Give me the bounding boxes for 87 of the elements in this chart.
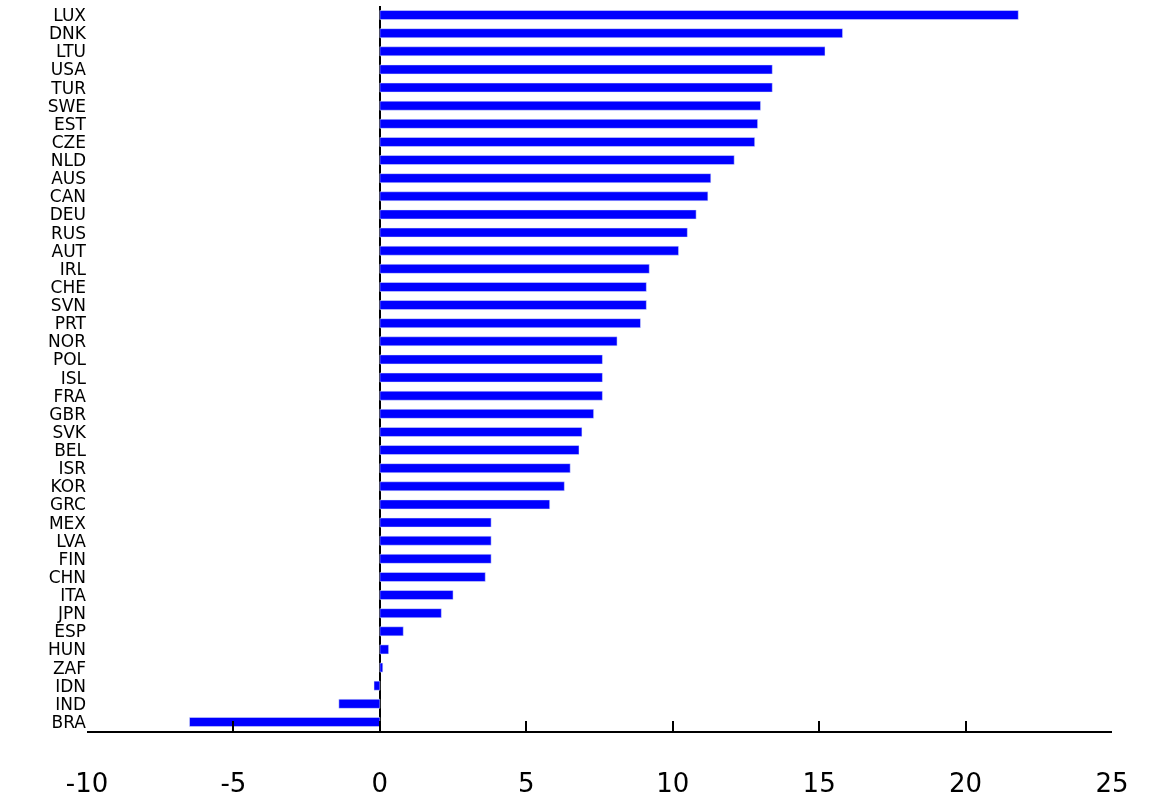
bar: [379, 245, 679, 256]
x-tick-label: 25: [1095, 768, 1129, 799]
y-tick-label: LTU: [56, 41, 86, 62]
y-tick-label: SVK: [52, 421, 87, 442]
bar: [379, 535, 492, 546]
y-tick-label: TUR: [50, 77, 87, 98]
y-tick-label: GBR: [49, 403, 87, 424]
bar: [379, 209, 697, 220]
y-tick-label: MEX: [48, 512, 87, 533]
y-tick-label: CAN: [49, 186, 86, 207]
bar: [379, 227, 688, 238]
bar: [379, 82, 773, 93]
bar: [379, 28, 843, 38]
bar: [379, 46, 826, 57]
bar: [373, 680, 381, 691]
x-tick-label: 10: [656, 768, 690, 799]
x-tick-label: -10: [65, 768, 109, 799]
x-tick-label: 20: [949, 768, 983, 799]
bar: [338, 699, 381, 709]
bar: [379, 264, 650, 274]
y-tick-label: ISR: [58, 458, 87, 479]
bar: [379, 354, 603, 365]
y-tick-label: AUS: [51, 168, 86, 189]
y-tick-label: FRA: [53, 385, 87, 406]
bar: [379, 409, 594, 419]
y-tick-label: ZAF: [52, 657, 86, 678]
x-tick-label: 15: [802, 768, 836, 799]
y-tick-label: EST: [54, 113, 87, 134]
bar: [379, 445, 580, 455]
bar: [379, 282, 647, 292]
bar: [379, 318, 641, 328]
bar: [379, 572, 486, 582]
x-tick-label: 0: [371, 768, 389, 799]
bar: [379, 64, 773, 75]
y-tick-label: IRL: [59, 258, 87, 279]
bar: [379, 662, 384, 673]
y-tick-label: DEU: [49, 204, 86, 225]
bar: [379, 173, 712, 183]
y-tick-label: IDN: [55, 675, 86, 696]
bar: [379, 390, 603, 401]
y-tick-label: PRT: [54, 313, 87, 334]
x-tick-label: 5: [518, 768, 535, 799]
y-tick-label: BEL: [54, 440, 87, 461]
bar: [379, 644, 389, 655]
bar: [379, 554, 492, 564]
y-tick-label: FIN: [58, 548, 86, 569]
y-tick-label: LVA: [56, 530, 87, 551]
bar: [379, 100, 761, 111]
bar: [379, 427, 583, 437]
bar: [379, 590, 454, 600]
y-tick-label: IND: [55, 693, 86, 714]
y-tick-label: CHN: [48, 566, 86, 587]
bar: [379, 155, 735, 165]
y-tick-label: SWE: [47, 95, 86, 116]
y-tick-label: JPN: [57, 603, 86, 624]
y-tick-label: RUS: [50, 222, 86, 243]
bar: [379, 191, 709, 202]
y-tick-label: AUT: [51, 240, 87, 261]
bar: [189, 717, 381, 727]
bar: [379, 372, 603, 383]
bar: [379, 517, 492, 528]
bar: [379, 10, 1019, 20]
y-tick-label: SVN: [50, 295, 86, 316]
y-tick-label: USA: [50, 59, 87, 80]
bar: [379, 499, 550, 510]
y-tick-label: ITA: [60, 585, 87, 606]
bar: [379, 119, 758, 129]
y-tick-label: CZE: [51, 131, 86, 152]
y-tick-label: NOR: [48, 331, 87, 352]
y-tick-label: DNK: [49, 23, 87, 44]
y-tick-label: GRC: [49, 494, 86, 515]
bar: [379, 608, 442, 618]
bar: [379, 626, 404, 637]
y-tick-label: NLD: [50, 150, 86, 171]
bar: [379, 300, 647, 310]
y-tick-label: ISL: [60, 367, 87, 388]
bar: [379, 137, 755, 147]
y-tick-label: HUN: [48, 639, 86, 660]
y-tick-label: LUX: [53, 5, 87, 26]
y-tick-label: BRA: [51, 711, 87, 732]
y-tick-label: KOR: [50, 476, 87, 497]
bar: [379, 336, 618, 347]
bar: [379, 463, 571, 473]
bar: [379, 481, 565, 492]
y-tick-label: POL: [52, 349, 87, 370]
y-tick-label: CHE: [50, 276, 86, 297]
x-tick-label: -5: [220, 768, 247, 799]
